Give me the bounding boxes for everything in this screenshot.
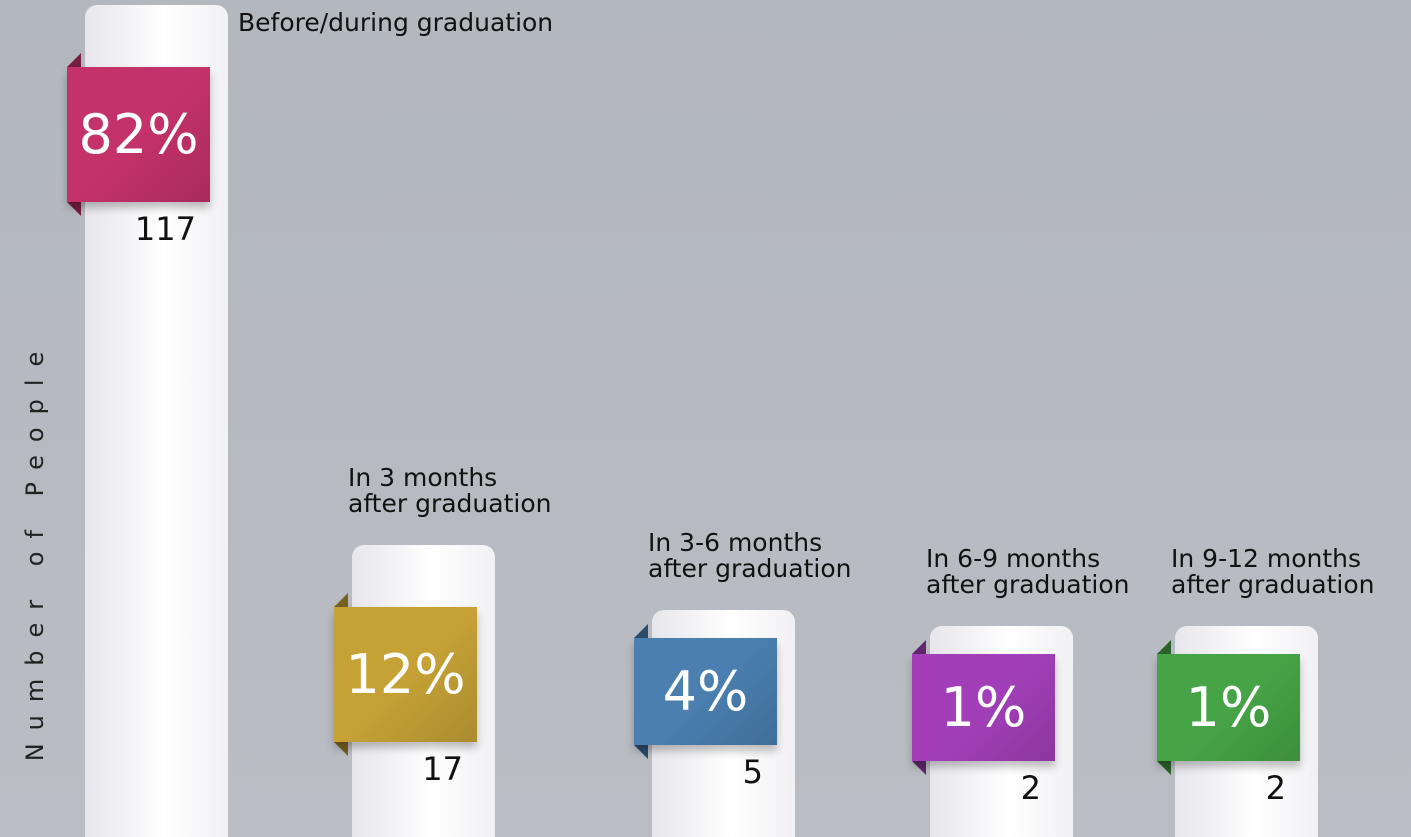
- category-label: In 3 months after graduation: [348, 463, 552, 519]
- ribbon-fold: [912, 761, 926, 776]
- ribbon-fold: [1157, 640, 1171, 655]
- data-label: 2: [1265, 769, 1286, 808]
- category-label: In 6-9 months after graduation: [926, 544, 1130, 600]
- data-label: 2: [1020, 769, 1041, 808]
- data-label: 17: [422, 750, 463, 789]
- ribbon-fold: [67, 202, 81, 217]
- share-label: 12%: [334, 607, 477, 743]
- category-label: Before/during graduation: [238, 8, 554, 37]
- share-label: 4%: [634, 638, 777, 745]
- ribbon-fold: [634, 624, 648, 638]
- ribbon-fold: [634, 745, 648, 759]
- ribbon-fold: [334, 742, 348, 757]
- data-label: 5: [742, 753, 763, 791]
- y-axis-label: Number of People: [21, 338, 49, 762]
- category-label: In 3-6 months after graduation: [648, 528, 852, 583]
- share-label: 1%: [1157, 654, 1300, 762]
- category-label: In 9-12 months after graduation: [1171, 544, 1375, 600]
- data-label: 117: [134, 210, 196, 249]
- share-label: 82%: [67, 67, 210, 203]
- ribbon-fold: [67, 53, 81, 68]
- ribbon-fold: [334, 593, 348, 608]
- share-label: 1%: [912, 654, 1055, 762]
- ribbon-fold: [1157, 761, 1171, 776]
- ribbon-fold: [912, 640, 926, 655]
